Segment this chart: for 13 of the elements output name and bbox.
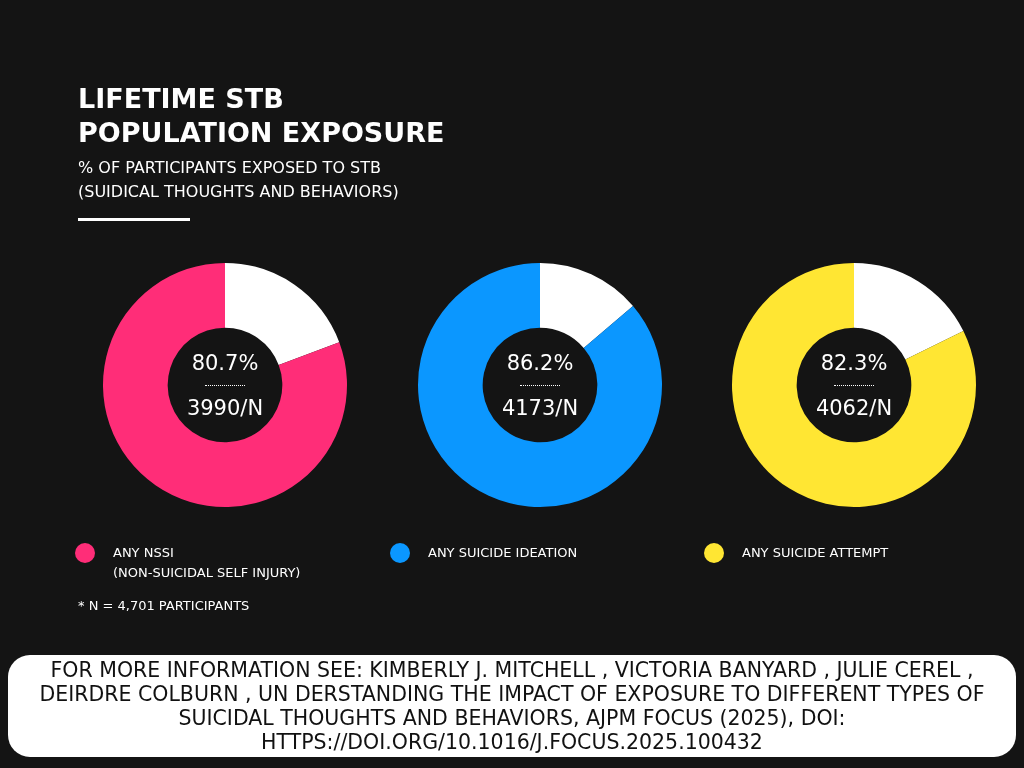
chart-title: LIFETIME STB POPULATION EXPOSURE: [78, 82, 445, 150]
chart-subtitle: % OF PARTICIPANTS EXPOSED TO STB (SUIDICAL THOUGHTS AND BEHAVIORS): [78, 157, 399, 203]
legend-label: ANY SUICIDE ATTEMPT: [742, 544, 889, 562]
text: 4062/N: [815, 395, 893, 420]
text: 86.2%: [506, 350, 574, 375]
text: 3990/N: [186, 395, 264, 420]
text: 82.3%: [820, 350, 888, 375]
legend-label: ANY SUICIDE IDEATION: [428, 544, 578, 562]
legend-label: ANY NSSI (NON-SUICIDAL SELF INJURY): [113, 544, 301, 582]
text: 4173/N: [501, 395, 579, 420]
text: * N = 4,701 PARTICIPANTS: [78, 598, 250, 613]
text: FOR MORE INFORMATION SEE: KIMBERLY J. MITCHELL , VICTORIA BANYARD , JULIE CEREL , DEIRDRE COLBURN , UN DERSTANDING THE IMPACT OF EXPOSURE TO DIFFERENT TYPES OF SUICIDAL THOUGHTS AND BEHAVIORS, AJPM FOCUS (2025), DOI: HTTPS://DOI.ORG/10.1016/J.FOCUS.2025.100432: [8, 655, 1016, 757]
text: 80.7%: [191, 350, 259, 375]
